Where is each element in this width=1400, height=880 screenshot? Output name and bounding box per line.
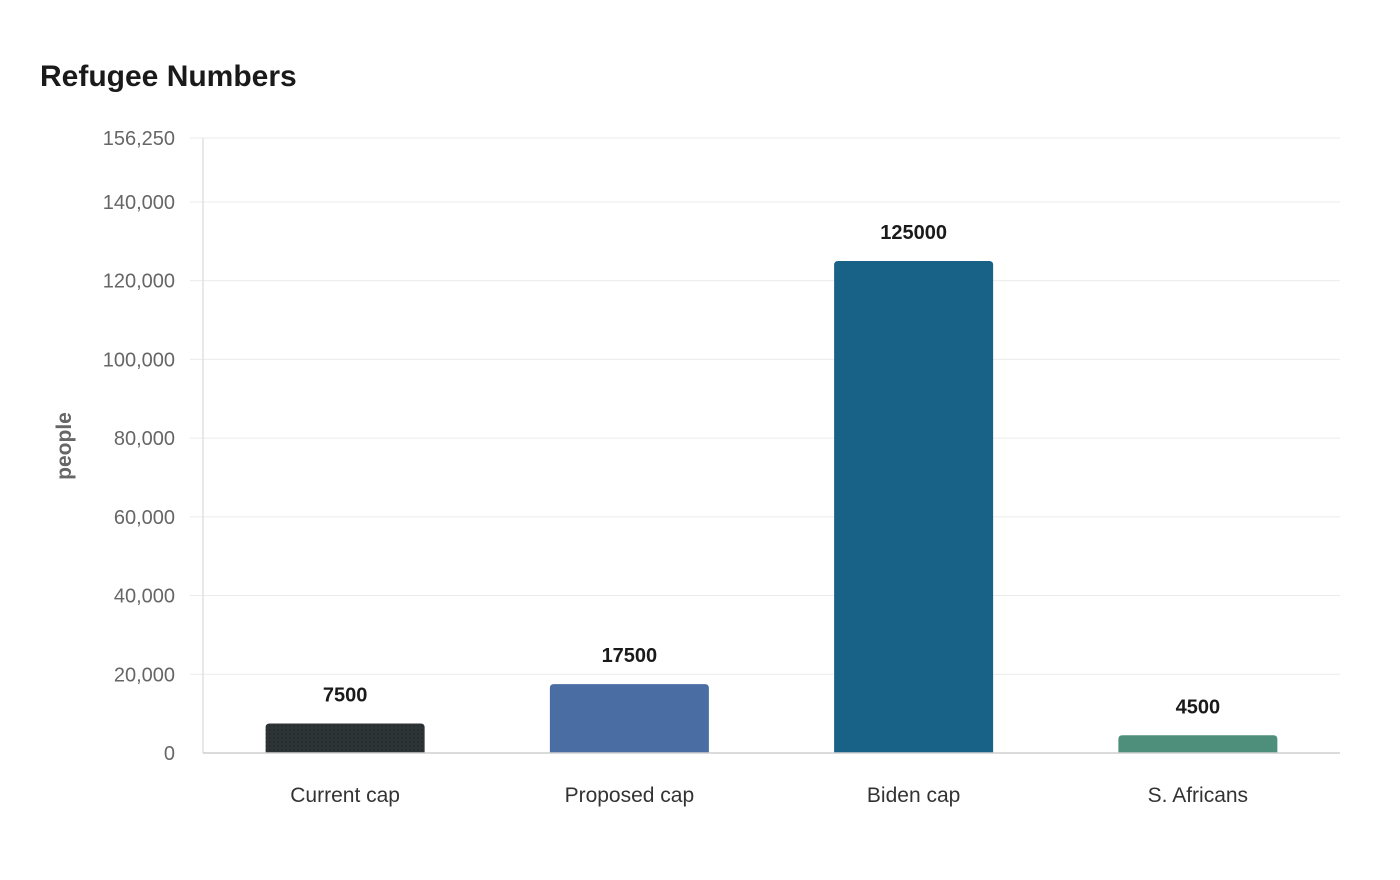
data-label: 7500	[323, 684, 368, 706]
y-tick-label: 100,000	[103, 349, 175, 371]
y-tick-label: 140,000	[103, 192, 175, 214]
y-axis-label: people	[53, 412, 76, 480]
x-tick-label: Proposed cap	[565, 784, 695, 807]
x-tick-label: Biden cap	[867, 784, 960, 807]
y-tick-label: 120,000	[103, 271, 175, 293]
x-tick-label: S. Africans	[1148, 784, 1248, 807]
chart-title: Refugee Numbers	[40, 60, 297, 93]
y-tick-label: 156,250	[103, 128, 175, 150]
y-tick-label: 0	[164, 743, 175, 765]
bar[interactable]	[834, 261, 994, 753]
data-label: 125000	[880, 222, 947, 244]
bar[interactable]	[1118, 735, 1278, 753]
data-label: 4500	[1176, 696, 1221, 718]
y-tick-label: 60,000	[114, 507, 175, 529]
y-tick-label: 40,000	[114, 586, 175, 608]
x-tick-label: Current cap	[290, 784, 400, 807]
bar[interactable]	[549, 684, 709, 753]
y-tick-label: 80,000	[114, 428, 175, 450]
bar[interactable]	[265, 723, 425, 753]
y-tick-label: 20,000	[114, 664, 175, 686]
data-label: 17500	[602, 645, 658, 667]
